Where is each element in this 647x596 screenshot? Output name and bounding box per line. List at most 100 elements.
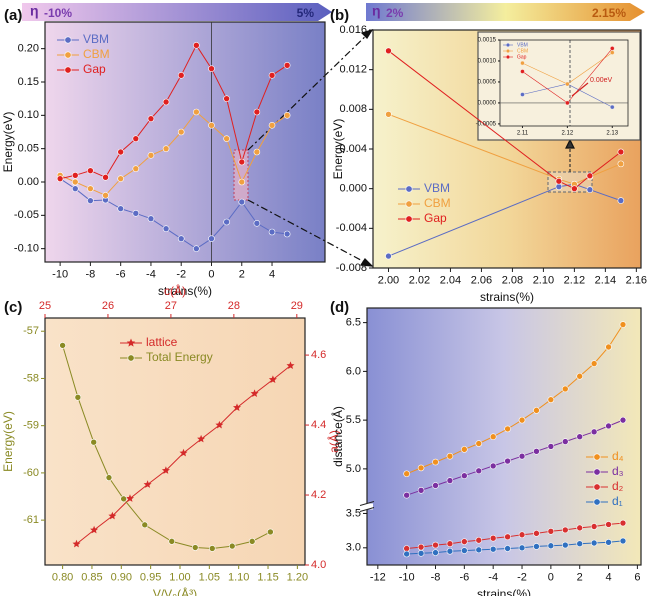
data-marker [208,65,215,72]
y-tick-label: 5.0 [346,463,361,475]
data-marker [177,235,185,242]
data-marker [446,540,454,547]
x-tick-label: 2.16 [626,275,647,287]
data-marker [208,235,215,242]
panel: 0.80 0.85 0.90 0.95 1.00 1.05 1.10 1.15 1.20 25 26… [1,283,341,596]
legend-label: VBM [517,42,528,48]
data-marker [208,545,216,552]
legend-label: d₁ [612,494,623,508]
data-marker [117,175,124,182]
data-marker [253,148,261,156]
banner-symbol: η [30,3,39,19]
data-marker [56,175,64,182]
y-tick-label: 0.008 [339,103,367,115]
data-marker [571,185,578,192]
y2-tick-label: 4.6 [311,349,326,361]
data-marker [283,230,291,238]
x-tick-label: 0.80 [52,572,73,584]
series-line [59,111,288,196]
data-marker [533,530,540,537]
data-marker [586,186,594,193]
y-tick-label: 0.0010 [478,59,497,65]
arrow-head [565,138,575,149]
data-marker [248,538,256,545]
panel: -12 -10 -8 -6 -4 -2 0 2 4 6 3.0 3.5 5.0 5.5 6.0 6.5 stra… [330,299,642,596]
y-tick-label: -0.008 [336,262,367,274]
data-marker [576,433,584,441]
data-marker [132,210,140,217]
y-tick-label: -58 [23,372,39,384]
zoom-arrow [247,199,373,267]
series-line [406,540,624,555]
data-marker [268,72,276,79]
data-marker [223,218,230,226]
panel-label: (c) [4,299,22,316]
data-marker [446,547,454,555]
data-marker [177,72,185,79]
data-marker [610,50,615,55]
y-tick-label: 3.0 [346,542,361,554]
banner-start: -10% [44,6,72,20]
data-marker [385,47,392,55]
data-marker [120,495,127,503]
data-marker [283,112,291,119]
data-marker [619,519,627,527]
plot-background [367,308,641,565]
data-marker [162,225,170,232]
x-tick-label: 1.00 [169,572,190,584]
banner-end: 2.15% [592,6,626,20]
axis-break [361,503,373,510]
data-marker [253,220,261,227]
x-tick-label: -10 [52,269,68,281]
series-line [406,522,624,549]
legend-marker [506,43,510,47]
y2-axis-title: a(Å) [326,430,341,453]
x2-axis-title: c(Å) [164,283,186,298]
y2-tick-label: 4.4 [311,419,326,431]
x-tick-label: -8 [431,572,441,584]
banner-start: 2% [386,6,404,20]
y-tick-label: 0.0015 [478,38,497,44]
data-marker [59,342,66,349]
x2-tick-label: 29 [291,300,303,312]
data-marker [475,440,483,447]
x-tick-label: 2.02 [409,275,430,287]
data-marker [90,438,98,446]
legend-marker [64,66,72,74]
banner-end: 5% [297,6,315,20]
x-tick-label: 2.04 [440,275,461,287]
panel-label: (d) [330,299,349,316]
y-tick-label: 0.0005 [478,80,497,86]
y-tick-label: -0.10 [14,243,39,255]
legend-marker [64,36,72,44]
data-marker [233,403,241,411]
data-marker [475,536,483,544]
x-tick-label: 2.00 [378,275,399,287]
y-axis-title: Energy(eV) [1,112,15,173]
axis-break-mark [359,507,375,512]
data-marker [586,172,594,180]
data-marker [117,205,124,212]
x-tick-label: 1.10 [228,572,249,584]
legend-label: CBM [424,196,451,210]
data-marker [461,538,468,545]
y-tick-label: 0.15 [18,76,39,88]
series-line [62,345,271,550]
legend-marker [126,338,136,347]
data-marker [223,95,230,102]
x-axis-title: strains(%) [477,587,531,596]
x-tick-label: -4 [488,572,498,584]
legend-marker [593,468,601,476]
data-marker [193,108,200,116]
x-tick-label: -8 [86,269,96,281]
x-tick-label: 0 [548,572,554,584]
data-marker [610,46,615,51]
plot-frame [499,39,629,127]
data-marker [215,420,224,429]
data-marker [561,541,569,549]
data-marker [617,160,625,168]
y-tick-label: -59 [23,420,39,432]
data-marker [417,487,425,494]
data-marker [71,185,79,192]
